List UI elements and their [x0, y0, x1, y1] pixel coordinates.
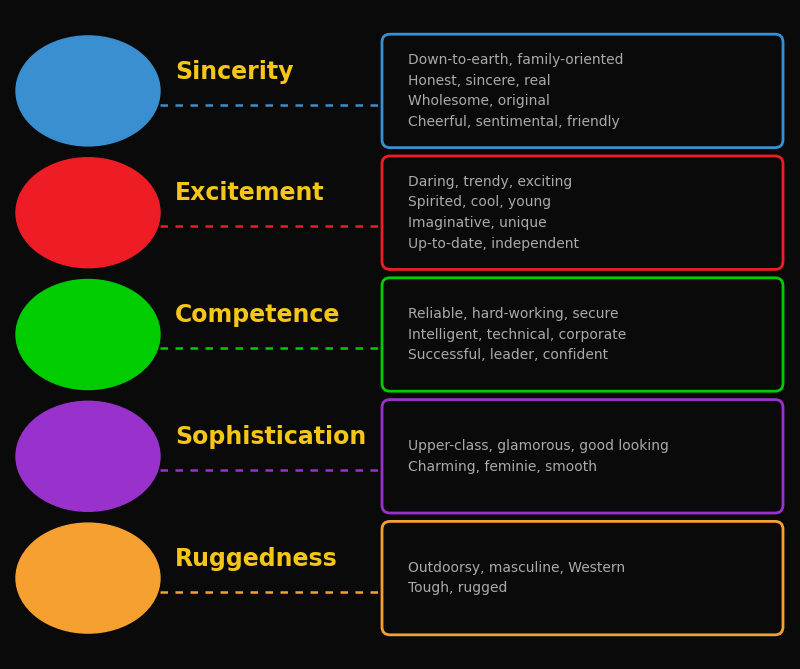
FancyBboxPatch shape: [382, 278, 783, 391]
Text: Ruggedness: Ruggedness: [175, 547, 338, 571]
Ellipse shape: [16, 401, 160, 511]
FancyBboxPatch shape: [382, 399, 783, 513]
FancyBboxPatch shape: [382, 34, 783, 148]
FancyBboxPatch shape: [382, 156, 783, 270]
Ellipse shape: [16, 36, 160, 146]
Text: Reliable, hard-working, secure
Intelligent, technical, corporate
Successful, lea: Reliable, hard-working, secure Intellige…: [408, 307, 626, 362]
Ellipse shape: [16, 158, 160, 268]
Text: Sincerity: Sincerity: [175, 60, 294, 84]
Text: Daring, trendy, exciting
Spirited, cool, young
Imaginative, unique
Up-to-date, i: Daring, trendy, exciting Spirited, cool,…: [408, 175, 579, 251]
Ellipse shape: [16, 523, 160, 633]
Text: Upper-class, glamorous, good looking
Charming, feminie, smooth: Upper-class, glamorous, good looking Cha…: [408, 439, 669, 474]
FancyBboxPatch shape: [382, 521, 783, 635]
Text: Excitement: Excitement: [175, 181, 325, 205]
Text: Outdoorsy, masculine, Western
Tough, rugged: Outdoorsy, masculine, Western Tough, rug…: [408, 561, 625, 595]
Text: Down-to-earth, family-oriented
Honest, sincere, real
Wholesome, original
Cheerfu: Down-to-earth, family-oriented Honest, s…: [408, 53, 623, 129]
Text: Sophistication: Sophistication: [175, 425, 366, 449]
Ellipse shape: [16, 280, 160, 389]
Text: Competence: Competence: [175, 303, 340, 327]
